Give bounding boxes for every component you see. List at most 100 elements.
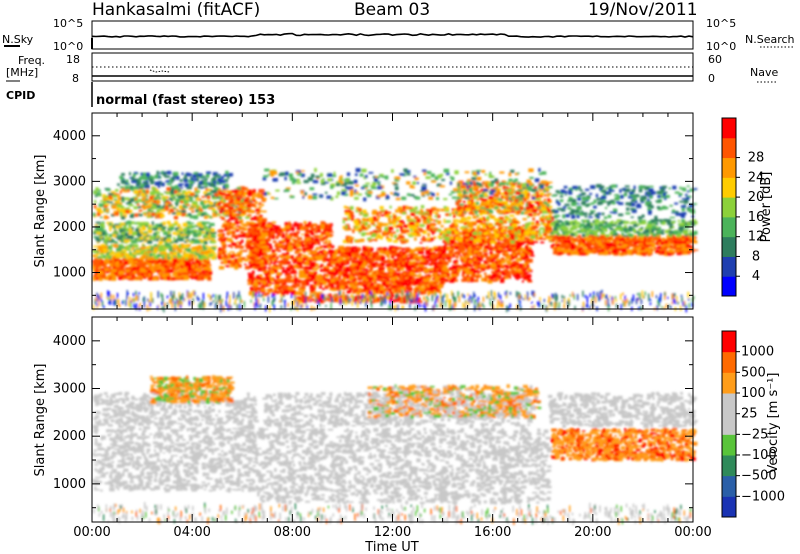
nsearch-tick-bottom: 10^0 [706,40,736,53]
power-cell-1646 [95,187,98,191]
power-cell-972 [178,245,181,248]
power-cell-608 [93,277,96,281]
power-cell-1025 [128,256,134,258]
power-cell-659 [191,274,195,276]
power-cell-1394 [196,230,201,232]
power-cell-1834 [187,187,192,189]
power-cell-1309 [109,223,112,226]
power-cell-1855 [108,201,113,203]
power-cell-1029 [141,251,144,255]
power-cell-1048 [121,253,124,257]
power-cell-1545 [151,191,156,193]
power-cell-1862 [106,217,109,219]
power-cell-1044 [190,254,195,256]
power-cell-683 [116,275,121,277]
power-cell-1627 [188,204,190,206]
power-cell-691 [199,270,201,273]
power-cell-680 [177,273,181,275]
power-cell-1413 [160,238,164,240]
power-cell-1028 [187,248,191,251]
power-cell-1220 [156,238,158,242]
power-cell-357 [109,266,111,268]
power-cell-1347 [109,228,111,232]
nsky-panel: N.Sky 10^5 10^0 N.Search 10^5 10^0 [2,17,795,53]
power-cell-1503 [135,213,139,217]
power-cell-834 [183,250,186,253]
power-cell-1822 [204,216,208,219]
power-cell-1384 [100,223,105,226]
power-cell-1824 [97,192,101,196]
freq-label-2: [MHz] [6,66,38,79]
beam-title: Beam 03 [354,0,430,20]
power-cell-1799 [210,190,215,193]
power-cell-1861 [112,195,117,197]
power-cell-983 [122,250,127,252]
power-cell-1765 [221,198,223,202]
power-cell-671 [142,270,147,272]
power-cell-1039 [205,257,208,259]
power-cell-982 [116,253,120,256]
power-cell-918 [97,250,101,252]
power-cell-1314 [204,238,209,240]
power-cell-1409 [211,241,216,243]
freq-tick-bottom: 8 [72,72,79,85]
power-cell-1748 [163,197,166,201]
power-cell-1120 [149,229,152,233]
power-cell-1398 [201,225,203,228]
power-cell-1874 [189,208,194,210]
power-cell-1856 [130,198,135,202]
power-cell-685 [199,278,202,280]
power-cell-667 [103,264,106,267]
power-cell-1184 [205,241,208,244]
power-cell-1832 [134,190,139,194]
cpid-label: CPID [6,89,35,102]
power-cell-664 [191,276,195,279]
power-cell-637 [192,265,195,268]
power-cell-1890 [210,216,212,219]
power-cell-1607 [114,199,118,201]
power-cell-1415 [114,230,117,232]
power-cell-677 [104,260,109,263]
power-cell-1046 [98,246,101,249]
power-cell-662 [149,260,154,262]
power-cell-599 [154,278,157,280]
power-cell-1417 [132,232,137,236]
power-cell-1577 [130,215,134,219]
power-cell-1204 [146,235,149,237]
power-cell-316 [149,278,152,281]
power-cell-1268 [174,224,177,226]
power-cell-1242 [187,221,191,224]
power-cell-678 [104,268,109,270]
nsky-trace [92,34,693,38]
power-cell-653 [113,266,116,268]
power-cell-1408 [97,232,102,234]
power-cell-815 [111,244,113,247]
power-cell-1830 [187,191,191,194]
power-cell-1118 [202,231,206,233]
power-cell-961 [173,244,177,247]
power-panel: 1000200030004000 Slant Range [km] [33,113,698,312]
power-cell-1100 [95,225,98,227]
power-cell-1770 [193,201,198,205]
power-cell-578 [127,277,131,279]
cpid-panel: CPID normal (fast stereo) 153 [6,82,275,108]
power-cell-526 [170,269,174,273]
power-cell-693 [194,262,196,266]
power-cell-1884 [93,213,95,216]
power-cell-970 [200,251,203,255]
power-cell-642 [137,276,141,278]
power-cell-1608 [120,191,122,194]
power-cell-1393 [105,235,108,237]
power-cell-1681 [205,189,207,191]
freq-tick-top: 18 [66,53,80,66]
power-cell-1683 [142,198,145,201]
power-cell-594 [129,271,131,274]
power-cell-1035 [191,249,195,252]
power-cell-947 [211,256,215,260]
power-cell-1811 [141,193,145,197]
power-cell-1488 [197,214,201,216]
power-cell-1034 [180,250,183,253]
power-cell-1368 [193,233,196,235]
power-cell-398 [192,262,195,265]
power-cell-1392 [108,240,113,242]
